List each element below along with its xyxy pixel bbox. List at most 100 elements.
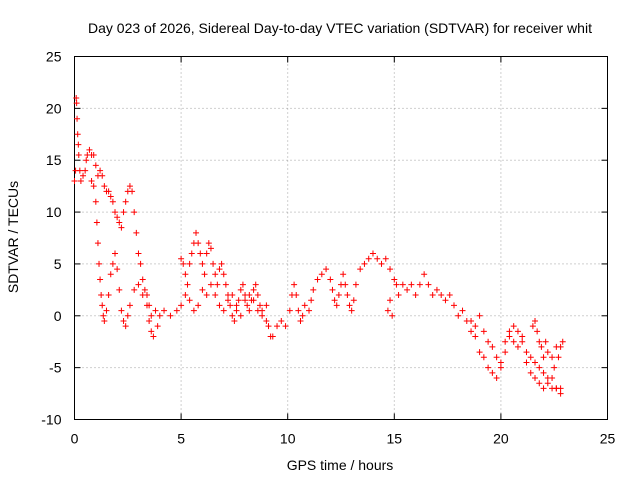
data-point [118,224,125,231]
data-point [92,162,99,169]
data-point [182,271,189,278]
data-point [139,292,146,299]
data-points [71,94,566,397]
data-point [93,219,100,226]
data-point [450,302,457,309]
data-point [485,364,492,371]
data-point [378,260,385,267]
data-point [242,297,249,304]
data-point [295,307,302,314]
data-point [331,297,338,304]
data-point [342,281,349,288]
data-point [352,281,359,288]
data-point [384,307,391,314]
data-point [90,183,97,190]
data-point [250,286,257,293]
data-point [382,255,389,262]
data-point [214,281,221,288]
data-point [88,177,95,184]
data-point [197,250,204,257]
data-point [120,209,127,216]
data-point [297,317,304,324]
data-point [114,266,121,273]
data-point [129,188,136,195]
data-point [395,292,402,299]
data-point [391,276,398,283]
data-point [131,209,138,216]
data-point [135,281,142,288]
data-point [318,271,325,278]
y-tick-label: -10 [41,412,61,428]
data-point [538,343,545,350]
data-point [109,260,116,267]
data-point [199,260,206,267]
data-point [459,307,466,314]
data-point [265,323,272,330]
data-point [416,281,423,288]
data-point [94,240,101,247]
data-point [220,307,227,314]
data-point [237,312,244,319]
data-point [203,250,210,257]
data-point [141,286,148,293]
data-point [259,307,266,314]
data-point [369,250,376,257]
data-point [98,292,105,299]
data-point [544,349,551,356]
data-point [188,250,195,257]
data-point [124,312,131,319]
data-point [278,317,285,324]
data-point [472,333,479,340]
data-point [314,276,321,283]
data-point [116,286,123,293]
data-point [193,229,200,236]
data-point [186,260,193,267]
data-point [133,229,140,236]
data-point [139,276,146,283]
data-point [555,354,562,361]
data-point [97,276,104,283]
data-point [210,260,217,267]
y-tick-label: 15 [46,152,62,168]
data-point [71,177,78,184]
data-point [514,328,521,335]
data-point [542,338,549,345]
data-point [412,292,419,299]
data-point [335,292,342,299]
data-point [205,240,212,247]
data-point [485,338,492,345]
data-point [346,302,353,309]
data-point [506,328,513,335]
x-tick-label: 15 [387,431,403,447]
data-point [532,317,539,324]
y-axis-label: SDTVAR / TECUs [5,181,21,293]
data-point [146,317,153,324]
data-point [263,317,270,324]
data-point [190,307,197,314]
data-point [310,286,317,293]
data-point [178,255,185,262]
axis-ticks [74,56,608,420]
data-point [118,307,125,314]
data-point [323,266,330,273]
grid [74,56,608,420]
data-point [184,281,191,288]
data-point [527,369,534,376]
data-point [105,188,112,195]
data-point [220,271,227,278]
data-point [387,297,394,304]
data-point [252,281,259,288]
x-tick-label: 20 [493,431,509,447]
data-point [393,281,400,288]
data-point [559,338,566,345]
data-point [73,94,80,101]
data-point [116,219,123,226]
x-tick-label: 0 [71,431,79,447]
data-point [540,369,547,376]
data-point [178,302,185,309]
data-point [225,292,232,299]
data-point [259,312,266,319]
data-point [212,271,219,278]
data-point [173,307,180,314]
